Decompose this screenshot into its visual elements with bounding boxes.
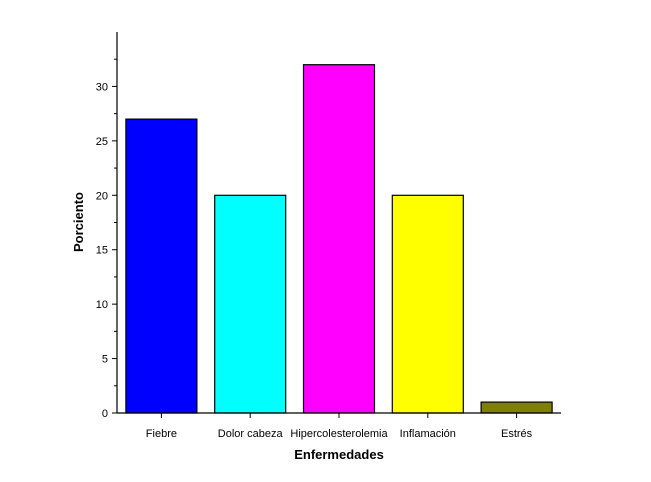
labels-layer: Fiebre Dolor cabeza Hipercolesterolemia Inf… (96, 81, 533, 440)
x-tick-label-1: Dolor cabeza (218, 428, 284, 440)
bar-2 (302, 64, 376, 414)
y-axis-title: Porciento (71, 192, 86, 252)
bar-0 (125, 118, 198, 414)
axes-layer (112, 32, 561, 418)
y-tick-label-6: 30 (96, 81, 108, 93)
bar-4 (480, 401, 553, 414)
x-tick-label-3: Inflamación (400, 428, 456, 440)
y-tick-label-2: 10 (96, 299, 108, 311)
y-tick-label-4: 20 (96, 190, 108, 202)
x-axis-title: Enfermedades (294, 447, 384, 462)
x-tick-label-0: Fiebre (146, 428, 177, 440)
y-tick-label-1: 5 (102, 354, 108, 366)
x-tick-label-4: Estrés (501, 428, 533, 440)
y-tick-label-3: 15 (96, 245, 108, 257)
bar-1 (214, 194, 287, 414)
y-tick-label-5: 25 (96, 136, 108, 148)
bar-3 (391, 194, 464, 414)
bars-layer (125, 64, 553, 414)
x-tick-label-2: Hipercolesterolemia (290, 428, 388, 440)
y-tick-label-0: 0 (102, 408, 108, 420)
